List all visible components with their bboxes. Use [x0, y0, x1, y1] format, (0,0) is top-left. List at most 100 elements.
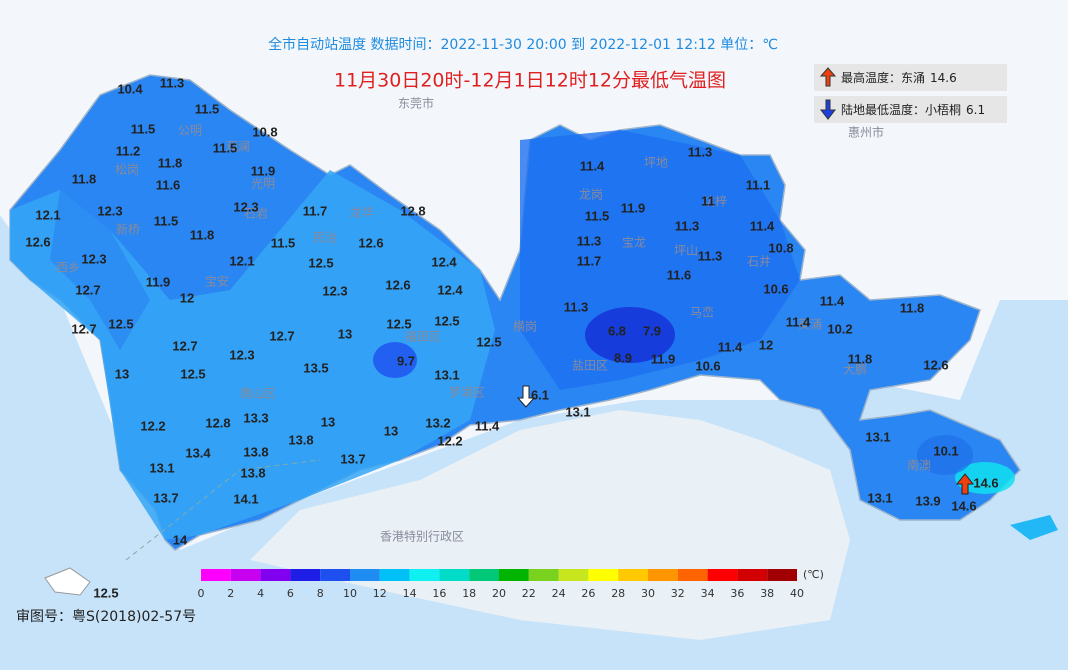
colorbar-segment — [469, 569, 499, 581]
place-name: 香港特别行政区 — [380, 529, 464, 544]
legend-box — [814, 64, 1007, 91]
station-value: 12.5 — [476, 334, 501, 349]
station-value: 13.1 — [565, 404, 590, 419]
colorbar-tick-label: 8 — [317, 587, 324, 600]
colorbar-segment — [677, 569, 708, 581]
cool-zone — [917, 435, 973, 475]
station-value: 11.4 — [786, 314, 811, 329]
colorbar: 0 2 4 6 8 10 12 14 16 18 20 22 24 26 28 30 32 34 36 38 40(℃) — [198, 568, 824, 600]
station-value: 14.6 — [973, 475, 998, 490]
place-name: 公明 — [178, 124, 202, 138]
station-value: 10.8 — [768, 240, 793, 255]
place-name: 石岩 — [244, 206, 268, 221]
legend-label: 最高温度：东涌 — [841, 70, 925, 85]
station-value: 11.8 — [848, 351, 873, 366]
station-value: 11.7 — [303, 203, 328, 218]
station-value: 12.7 — [269, 328, 294, 343]
station-value: 13.1 — [434, 367, 459, 382]
place-name: 罗湖区 — [449, 385, 485, 400]
station-value: 13.2 — [425, 415, 450, 430]
colorbar-segment — [707, 569, 738, 581]
station-value: 11.1 — [746, 177, 771, 192]
station-value: 12.4 — [437, 282, 463, 297]
place-name: 南山区 — [240, 386, 276, 401]
colorbar-segment — [767, 569, 797, 581]
colorbar-segment — [558, 569, 589, 581]
colorbar-tick-label: 24 — [552, 587, 566, 600]
station-value: 13.5 — [303, 360, 328, 375]
cool-zone — [50, 190, 150, 350]
station-value: 12.2 — [437, 433, 462, 448]
station-value: 13.8 — [288, 432, 313, 447]
colorbar-segment — [409, 569, 440, 581]
colorbar-tick-label: 34 — [701, 587, 715, 600]
station-value: 12.5 — [180, 366, 205, 381]
colorbar-segment — [588, 569, 619, 581]
station-value: 13 — [338, 326, 352, 341]
colorbar-segment — [260, 569, 291, 581]
station-value: 12.5 — [386, 316, 411, 331]
place-name: 大鹏 — [843, 363, 867, 377]
station-value: 12.5 — [108, 316, 133, 331]
station-value: 6.1 — [531, 387, 549, 402]
colorbar-segment — [320, 569, 350, 581]
station-value: 12.6 — [923, 357, 948, 372]
station-value: 12.3 — [81, 251, 106, 266]
place-name: 坑梓 — [703, 194, 727, 209]
hong-kong — [250, 410, 850, 640]
legend-value: 6.1 — [966, 103, 985, 117]
station-value: 12.4 — [431, 254, 457, 269]
colorbar-tick-label: 10 — [343, 587, 357, 600]
station-value: 13.9 — [915, 493, 940, 508]
footer: 审图号：粤S(2018)02-57号 — [16, 609, 196, 625]
station-value: 11.6 — [667, 267, 692, 282]
station-value: 11.3 — [688, 144, 713, 159]
place-name: 宝安 — [205, 274, 229, 289]
station-value: 13.1 — [149, 460, 174, 475]
island — [1010, 515, 1058, 540]
colorbar-segment — [290, 569, 321, 581]
colorbar-tick-label: 14 — [403, 587, 417, 600]
place-name: 马峦 — [690, 305, 714, 320]
station-value: 11.5 — [154, 213, 179, 228]
station-value: 12.8 — [205, 415, 230, 430]
station-value: 11.2 — [116, 143, 141, 158]
station-value: 11.4 — [750, 218, 775, 233]
station-value: 12.7 — [172, 338, 197, 353]
station-value: 12.8 — [400, 203, 425, 218]
station-value: 11.5 — [213, 140, 238, 155]
colorbar-segment — [379, 569, 410, 581]
place-name: 石井 — [747, 255, 771, 269]
colorbar-tick-label: 20 — [492, 587, 506, 600]
stations: 10.4 11.3 11.5 11.5 10.8 11.2 11.5 11.8 11.9 11.6… — [25, 75, 998, 600]
place-name: 葵涌 — [798, 318, 822, 332]
station-value: 13 — [321, 414, 335, 429]
colorbar-tick-label: 40 — [790, 587, 804, 600]
station-value: 11.5 — [195, 101, 220, 116]
station-value: 12.3 — [229, 347, 254, 362]
colorbar-tick-label: 30 — [641, 587, 655, 600]
station-value: 11.5 — [271, 235, 296, 250]
station-value: 12.5 — [308, 255, 333, 270]
colorbar-segment — [439, 569, 470, 581]
station-value: 11.6 — [156, 177, 181, 192]
colorbar-tick-label: 4 — [257, 587, 264, 600]
colorbar-tick-label: 0 — [198, 587, 205, 600]
warm-zone — [10, 170, 495, 540]
station-value: 12.2 — [140, 418, 165, 433]
station-value: 13.1 — [865, 429, 890, 444]
colorbar-unit: (℃) — [803, 568, 824, 581]
station-value: 11.9 — [651, 351, 676, 366]
colorbar-tick-label: 26 — [581, 587, 595, 600]
station-value: 11.7 — [577, 253, 602, 268]
min-marker — [516, 385, 536, 408]
colorbar-segment — [201, 569, 231, 581]
station-value: 11.3 — [577, 233, 602, 248]
station-value: 11.3 — [675, 218, 700, 233]
station-value: 12 — [759, 337, 773, 352]
place-name: 光明 — [251, 177, 275, 191]
station-value: 12.7 — [71, 321, 96, 336]
place-name: 宝龙 — [622, 236, 646, 250]
colorbar-segment — [528, 569, 559, 581]
station-value: 11 — [701, 193, 715, 208]
